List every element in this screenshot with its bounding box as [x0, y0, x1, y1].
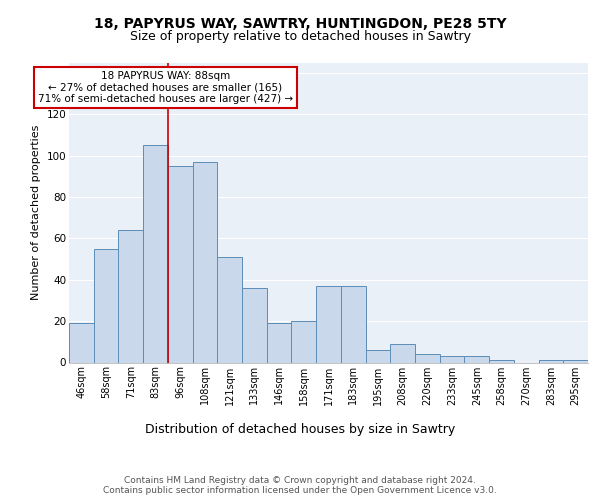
Bar [341, 286, 365, 362]
Text: 18, PAPYRUS WAY, SAWTRY, HUNTINGDON, PE28 5TY: 18, PAPYRUS WAY, SAWTRY, HUNTINGDON, PE2… [94, 18, 506, 32]
Text: 18 PAPYRUS WAY: 88sqm
← 27% of detached houses are smaller (165)
71% of semi-det: 18 PAPYRUS WAY: 88sqm ← 27% of detached … [38, 70, 293, 104]
Bar [69, 323, 94, 362]
Bar [118, 230, 143, 362]
Bar [242, 288, 267, 362]
Bar [168, 166, 193, 362]
Bar [390, 344, 415, 362]
Bar [143, 146, 168, 362]
Bar [563, 360, 588, 362]
Text: Size of property relative to detached houses in Sawtry: Size of property relative to detached ho… [130, 30, 470, 43]
Bar [94, 248, 118, 362]
Bar [193, 162, 217, 362]
Bar [267, 323, 292, 362]
Bar [316, 286, 341, 362]
Bar [539, 360, 563, 362]
Y-axis label: Number of detached properties: Number of detached properties [31, 125, 41, 300]
Bar [440, 356, 464, 362]
Text: Distribution of detached houses by size in Sawtry: Distribution of detached houses by size … [145, 422, 455, 436]
Bar [415, 354, 440, 362]
Bar [464, 356, 489, 362]
Bar [292, 321, 316, 362]
Bar [489, 360, 514, 362]
Bar [217, 257, 242, 362]
Text: Contains HM Land Registry data © Crown copyright and database right 2024.
Contai: Contains HM Land Registry data © Crown c… [103, 476, 497, 495]
Bar [365, 350, 390, 362]
